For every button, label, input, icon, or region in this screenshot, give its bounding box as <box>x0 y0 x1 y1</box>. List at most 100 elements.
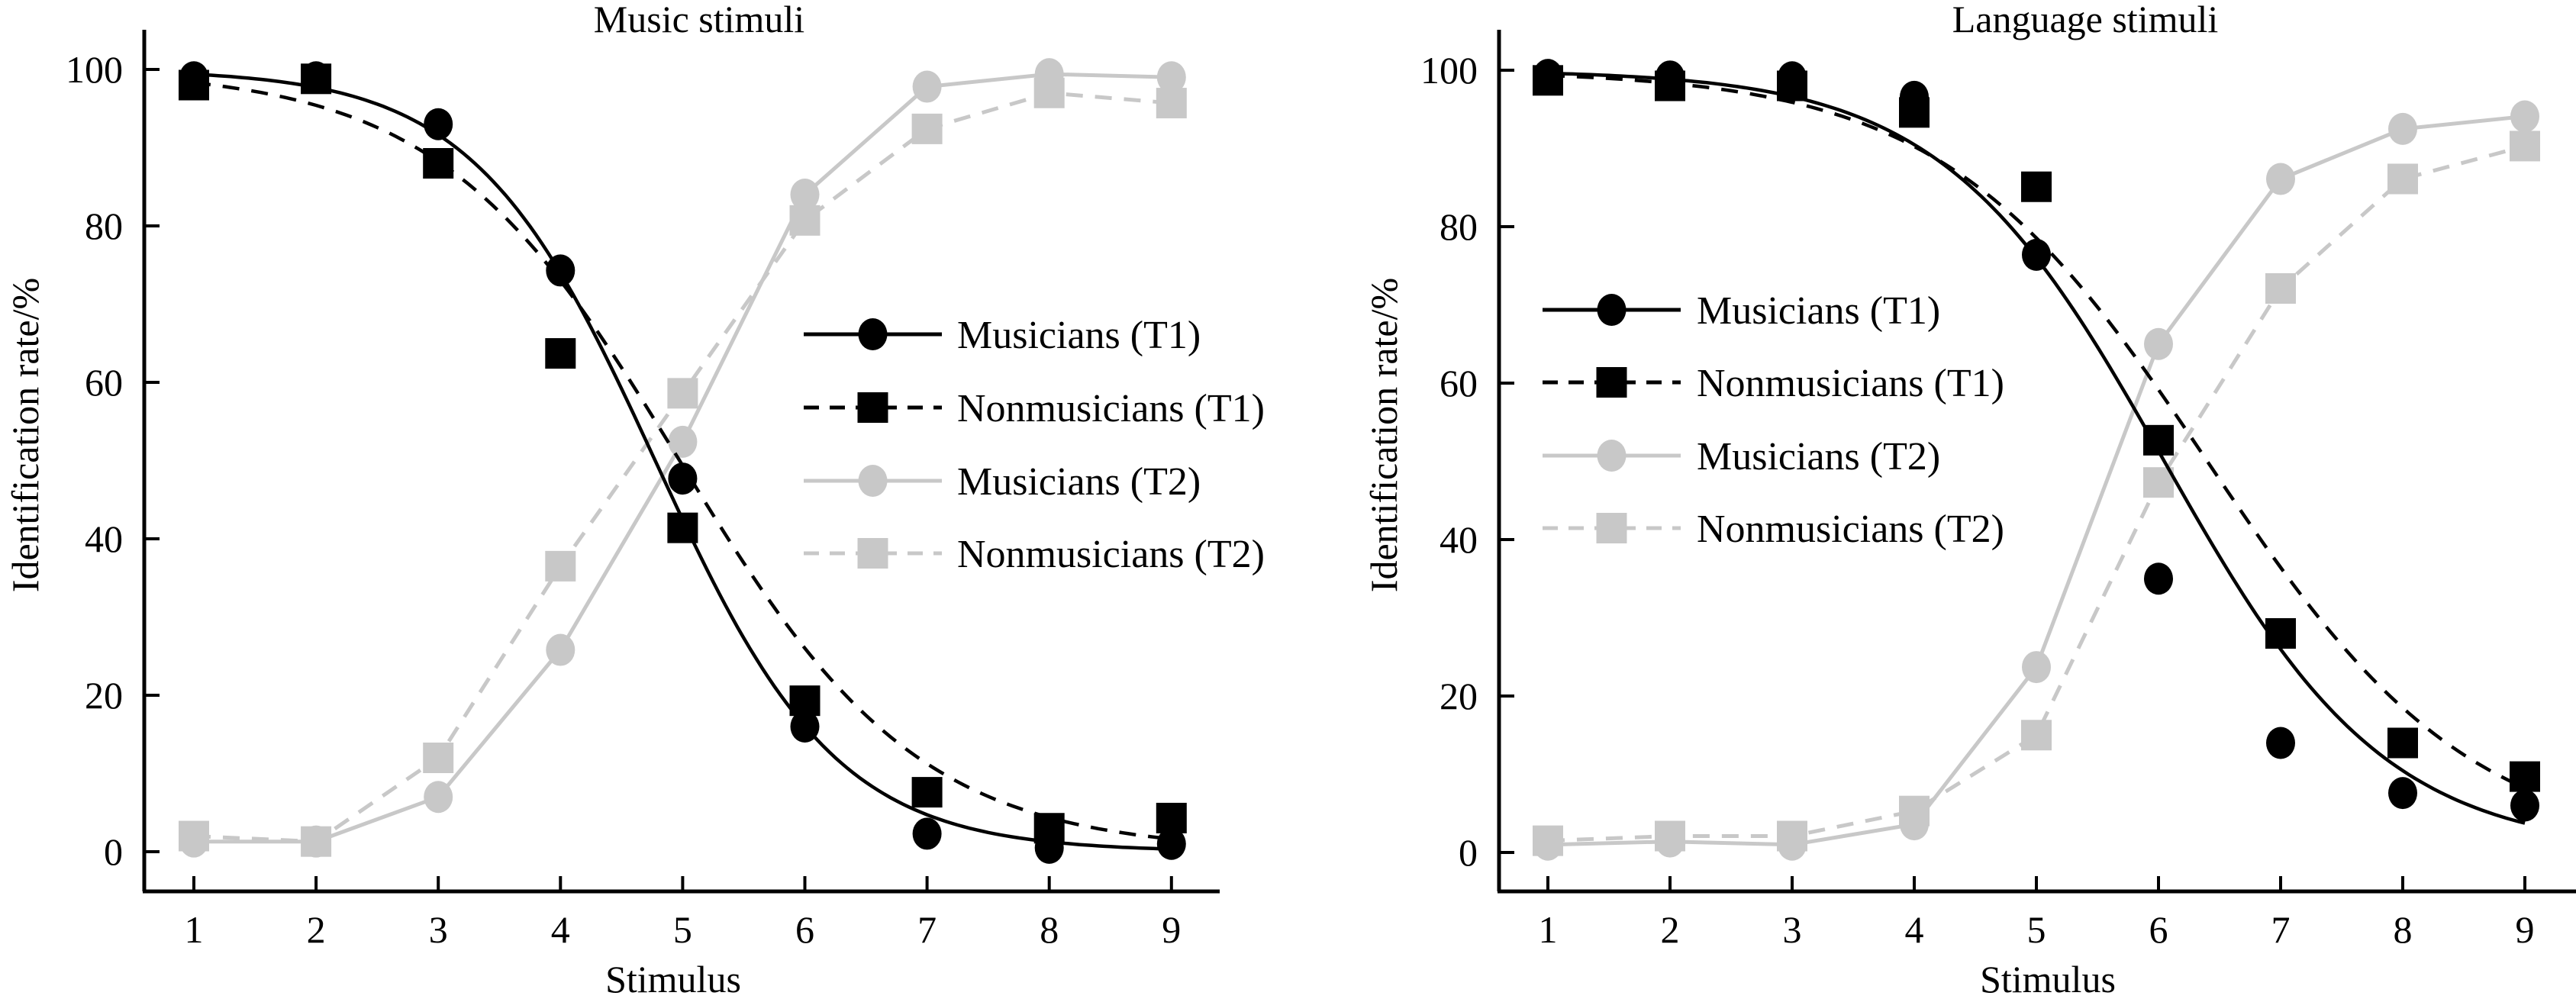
data-point <box>179 69 209 101</box>
data-point <box>789 205 821 236</box>
data-point <box>1533 65 1563 96</box>
data-point <box>1156 61 1186 94</box>
data-point <box>911 113 943 144</box>
legend-square-marker <box>1596 513 1627 543</box>
x-tick-label: 4 <box>551 908 570 951</box>
y-tick-label: 80 <box>85 205 123 247</box>
data-point <box>2265 272 2296 304</box>
legend-item-musicians-t1: Musicians (T1) <box>1543 289 1940 333</box>
data-point <box>1655 820 1685 852</box>
data-point <box>546 633 575 666</box>
legend-circle-marker <box>1597 440 1627 472</box>
series-nonmusicians-t1 <box>179 63 1187 844</box>
legend-label: Musicians (T1) <box>1697 289 1940 333</box>
data-point <box>2022 238 2051 271</box>
data-point <box>1533 825 1563 856</box>
data-point <box>1899 795 1930 827</box>
y-tick-label: 40 <box>1440 518 1478 561</box>
series-nonmusicians-t2 <box>1533 131 2540 856</box>
legend-label: Musicians (T1) <box>957 314 1201 357</box>
y-tick-label: 0 <box>1459 831 1478 874</box>
legend-label: Nonmusicians (T1) <box>1697 362 2004 405</box>
data-point <box>667 378 698 409</box>
x-tick-label: 3 <box>1783 908 1802 951</box>
data-point <box>2388 777 2417 810</box>
y-tick-label: 40 <box>85 517 123 560</box>
x-tick-label: 8 <box>1040 908 1059 951</box>
y-tick-label: 20 <box>1440 675 1478 717</box>
legend-label: Nonmusicians (T1) <box>957 387 1265 430</box>
y-axis-label: Identification rate/% <box>1362 278 1405 592</box>
data-point <box>668 462 698 495</box>
y-tick-label: 20 <box>85 674 123 717</box>
legend-item-musicians-t2: Musicians (T2) <box>1543 435 1940 479</box>
data-point <box>789 685 821 717</box>
legend-circle-marker <box>858 465 888 497</box>
y-tick-label: 100 <box>66 48 123 91</box>
x-tick-label: 9 <box>2516 908 2535 951</box>
data-point <box>911 777 943 808</box>
axes: 0 20 40 60 80 100 1 2 3 4 5 6 7 8 9 <box>1420 30 2576 951</box>
data-point <box>2021 720 2052 751</box>
legend-circle-marker <box>858 318 888 350</box>
data-point <box>1777 70 1807 102</box>
data-point <box>2144 562 2173 595</box>
legend-label: Musicians (T2) <box>1697 435 1940 479</box>
data-point <box>424 781 453 814</box>
data-point <box>1156 827 1186 860</box>
x-tick-label: 2 <box>307 908 326 951</box>
data-point <box>2265 618 2296 649</box>
plot-area <box>179 58 1187 864</box>
data-point <box>545 338 576 369</box>
data-point <box>423 743 454 773</box>
data-point <box>2144 327 2173 360</box>
data-point <box>2510 789 2539 822</box>
x-tick-label: 5 <box>673 908 692 951</box>
x-tick-label: 4 <box>1905 908 1924 951</box>
data-point <box>790 179 820 211</box>
chart-title: Music stimuli <box>594 0 804 40</box>
legend-item-nonmusicians-t1: Nonmusicians (T1) <box>804 387 1265 430</box>
legend-item-nonmusicians-t1: Nonmusicians (T1) <box>1543 362 2004 405</box>
legend-circle-marker <box>1597 294 1627 326</box>
legend-label: Nonmusicians (T2) <box>957 533 1265 576</box>
data-point <box>2266 163 2295 195</box>
legend-label: Musicians (T2) <box>957 460 1201 504</box>
plot-area <box>1533 59 2540 861</box>
data-point <box>912 817 942 850</box>
data-point <box>667 512 698 543</box>
x-tick-label: 6 <box>2149 908 2168 951</box>
x-axis-label: Stimulus <box>1980 958 2116 999</box>
series-nonmusicians-t1 <box>1533 65 2540 792</box>
legend-item-musicians-t2: Musicians (T2) <box>804 460 1201 504</box>
data-point <box>668 425 698 458</box>
x-tick-label: 8 <box>2394 908 2413 951</box>
x-tick-label: 3 <box>429 908 448 951</box>
data-point <box>301 63 332 95</box>
x-tick-label: 1 <box>185 908 204 951</box>
series-line <box>1547 73 2526 790</box>
data-point <box>2388 112 2417 145</box>
x-tick-label: 7 <box>2271 908 2291 951</box>
data-point <box>2266 727 2295 759</box>
data-point <box>1156 88 1187 119</box>
data-point <box>1033 77 1065 108</box>
legend-item-nonmusicians-t2: Nonmusicians (T2) <box>1543 508 2004 551</box>
data-point <box>423 148 454 179</box>
panel-music-stimuli: Music stimuli Stimulus Identification ra… <box>4 0 1265 999</box>
x-tick-label: 7 <box>917 908 937 951</box>
series-line <box>193 81 1172 841</box>
data-point <box>1033 813 1065 844</box>
data-point <box>2510 761 2540 792</box>
x-tick-label: 2 <box>1661 908 1680 951</box>
data-point <box>912 70 942 103</box>
legend-item-nonmusicians-t2: Nonmusicians (T2) <box>804 533 1265 576</box>
y-axis-label: Identification rate/% <box>4 278 47 592</box>
x-axis-label: Stimulus <box>605 958 741 999</box>
y-tick-label: 100 <box>1420 49 1478 92</box>
data-point <box>1777 820 1807 852</box>
axes: 0 20 40 60 80 100 1 2 3 4 5 6 7 8 9 <box>66 30 1220 951</box>
x-tick-label: 9 <box>1162 908 1181 951</box>
y-tick-label: 60 <box>1440 362 1478 404</box>
